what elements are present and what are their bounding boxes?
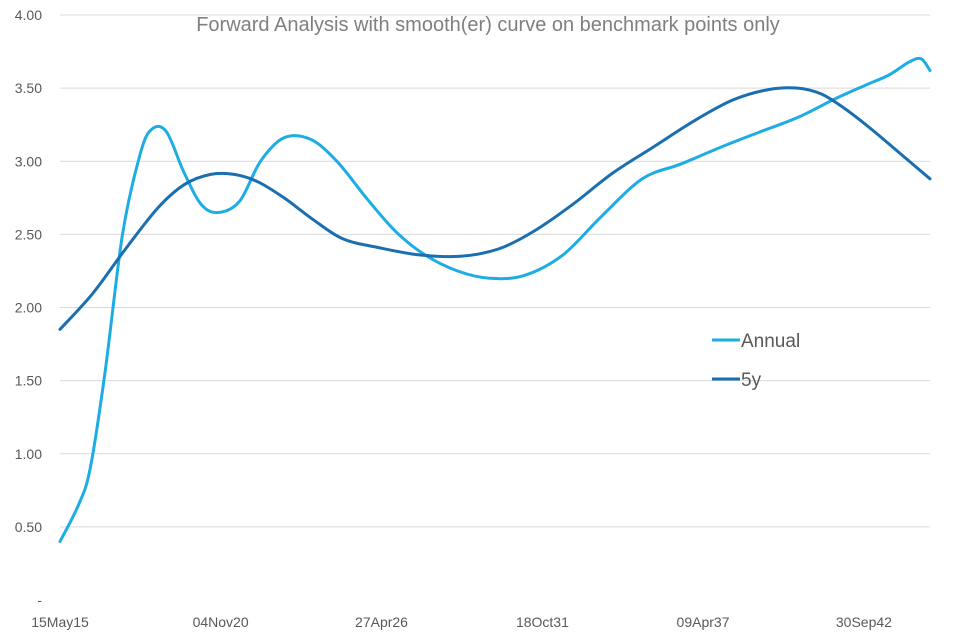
x-axis-ticks: 15May15 04Nov20 27Apr26 18Oct31 09Apr37 30Sep… [31,614,892,630]
y-tick-label: 2.00 [15,300,42,316]
legend: Annual 5y [712,331,800,391]
legend-label: 5y [741,370,762,391]
y-tick-label: 1.50 [15,373,42,389]
y-tick-label: 1.00 [15,446,42,462]
x-tick-label: 04Nov20 [193,614,249,630]
x-tick-label: 18Oct31 [516,614,569,630]
x-tick-label: 15May15 [31,614,89,630]
y-tick-label: 4.00 [15,7,42,23]
y-tick-label: 0.50 [15,519,42,535]
x-tick-label: 27Apr26 [355,614,408,630]
series-line-5y [58,86,932,331]
y-tick-label: 3.50 [15,80,42,96]
series-line-annual [58,56,932,543]
chart-title: Forward Analysis with smooth(er) curve o… [196,14,780,36]
series-lines [58,56,932,543]
legend-label: Annual [741,331,800,352]
gridlines [60,14,930,528]
x-tick-label: 30Sep42 [836,614,892,630]
y-tick-label: 3.00 [15,153,42,169]
y-axis-ticks: - 0.50 1.00 1.50 2.00 2.50 3.00 3.50 4.00 [15,7,43,608]
y-tick-label: - [37,592,42,608]
x-tick-label: 09Apr37 [677,614,730,630]
y-tick-label: 2.50 [15,226,42,242]
